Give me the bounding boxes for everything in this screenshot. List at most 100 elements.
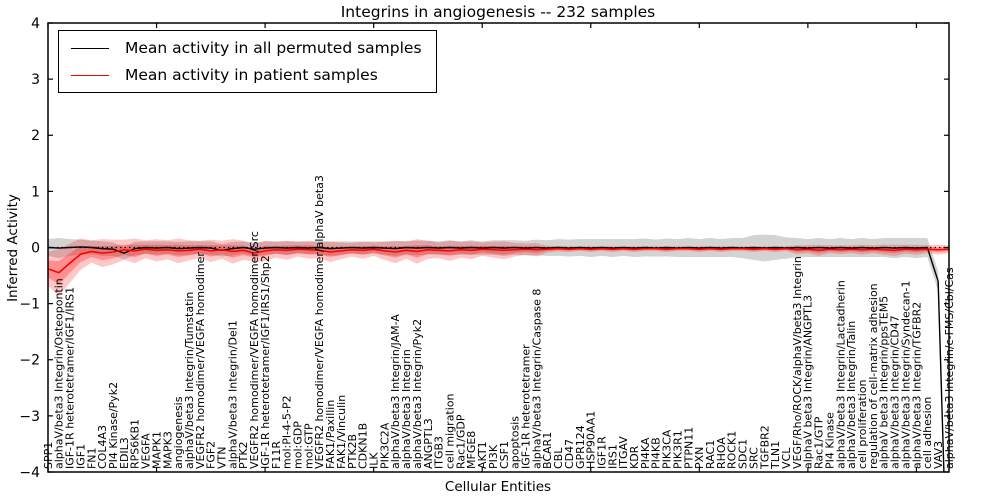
y-tick-label: 3 <box>31 72 40 88</box>
x-tick-label: IGF1R <box>595 436 608 469</box>
x-tick-label: COL4A3 <box>96 425 109 469</box>
patient-mean-line <box>48 247 949 274</box>
x-tick-label: FAK1/Paxillin <box>324 400 337 469</box>
y-tick-label: 2 <box>31 128 40 144</box>
x-tick-label: alphaV beta3 Integrin/ppsTEM5 <box>878 296 891 469</box>
x-tick-label: mol:GDP <box>292 421 305 469</box>
x-tick-label: FN1 <box>85 447 98 469</box>
x-tick-label: regulation of cell-matrix adhesion <box>867 283 880 469</box>
x-tick-label: CD47 <box>563 439 576 469</box>
y-tick-label: −3 <box>19 409 40 425</box>
x-tick-label: PI4 Kinase/Pyk2 <box>107 382 120 469</box>
x-tick-label: alphaV/beta3 Integrin/Del1 <box>226 320 239 469</box>
x-tick-label: cell migration <box>444 393 457 469</box>
y-tick-label: 4 <box>31 16 40 32</box>
x-tick-label: VEGF/Rho/ROCK/alphaV/beta3 Integrin <box>791 256 804 469</box>
y-axis-label: Inferred Activity <box>5 194 21 302</box>
x-tick-label: apoptosis <box>509 416 522 469</box>
x-tick-label: alphaV/beta3 Integrin/Lactadherin <box>834 280 847 469</box>
chart-area <box>48 234 949 472</box>
x-tick-label: ITGAV <box>617 436 630 469</box>
x-tick-label: RHOA <box>715 437 728 469</box>
x-tick-label: MAPK1 <box>150 431 163 469</box>
x-tick-label: VCL <box>780 447 793 469</box>
x-tick-label: Rac1/GDP <box>454 414 467 469</box>
x-tick-label: alphaV/beta3 Integrin/Osteopontin <box>53 278 66 469</box>
x-tick-label: ROCK1 <box>726 431 739 469</box>
x-tick-label: MAPK3 <box>161 431 174 469</box>
y-tick-label: 0 <box>31 240 40 256</box>
legend-entry-permuted: Mean activity in all permuted samples <box>71 39 422 57</box>
x-tick-label: IGF-1R heterotetramer/IGF1/IRS1 <box>64 287 77 469</box>
legend-entry-patient: Mean activity in patient samples <box>71 66 422 84</box>
x-tick-label: alphaV/beta3 Integrin/Caspase 8 <box>530 289 543 469</box>
x-axis-label: Cellular Entities <box>444 479 552 495</box>
x-tick-label: ANGPTL3 <box>422 418 435 469</box>
x-tick-label: SRC <box>747 447 760 469</box>
x-tick-label: mol:PI-4-5-P2 <box>281 395 294 469</box>
x-tick-label: PI4KB <box>650 437 663 469</box>
x-tick-label: CSF1 <box>498 441 511 469</box>
x-tick-label: ITGB3 <box>433 436 446 469</box>
patient-std-band-outer <box>48 238 949 297</box>
x-tick-label: IGF-1R heterotetramer/IGF1/IRS1/Shp2 <box>259 255 272 469</box>
x-tick-label: PIK3CA <box>661 429 674 469</box>
x-tick-label: IRS1 <box>606 444 619 469</box>
x-tick-label: PIK3C2A <box>378 422 391 469</box>
x-tick-label: PTPN11 <box>682 427 695 469</box>
x-tick-label: Rac1/GTP <box>813 416 826 469</box>
x-tick-label: alphaV/beta3 Integrin/Pyk2 <box>411 319 424 469</box>
x-tick-label: FGF2 <box>205 441 218 469</box>
permuted-line-swatch <box>71 47 109 49</box>
x-tick-label: PIK3R1 <box>671 430 684 469</box>
x-tick-label: KDR <box>628 445 641 469</box>
x-tick-label: GPR124 <box>574 425 587 469</box>
x-tick-label: ILK <box>368 452 381 469</box>
x-tick-label: EDIL3 <box>118 437 131 469</box>
x-tick-label: SDC1 <box>737 439 750 469</box>
x-tick-label: VEGFA <box>140 433 153 469</box>
x-tick-label: F11R <box>270 441 283 469</box>
x-tick-label: PXN <box>693 447 706 469</box>
legend-label-patient: Mean activity in patient samples <box>125 66 378 84</box>
y-tick-label: −2 <box>19 353 40 369</box>
x-tick-label: PTK2 <box>237 441 250 469</box>
x-tick-label: mol:GTP <box>302 423 315 469</box>
y-axis-ticks: 4 3 2 1 0 −1 −2 −3 −4 <box>19 16 949 481</box>
x-tick-label: alphaV/beta3 Integrin/Tumstatin <box>183 292 196 469</box>
x-tick-label: cell adhesion <box>921 397 934 469</box>
x-tick-label: cell proliferation <box>856 379 869 469</box>
legend: Mean activity in all permuted samples Me… <box>58 30 437 93</box>
x-tick-label: AKT1 <box>476 441 489 469</box>
x-tick-label: VTN <box>216 447 229 469</box>
x-axis-ticks <box>47 23 918 472</box>
y-tick-label: −1 <box>19 297 40 313</box>
x-tick-label: angiogenesis <box>172 396 185 469</box>
x-tick-label: CDKN1B <box>357 423 370 469</box>
x-tick-label: alphaV/beta3 Integrin/JAM-A <box>389 314 402 469</box>
x-tick-label: PTK2B <box>346 434 359 469</box>
x-tick-label: PI4 Kinase <box>823 412 836 469</box>
x-tick-label: alphaV beta3 Integrin/ANGPTL3 <box>802 295 815 469</box>
x-tick-label: TLN1 <box>769 441 782 470</box>
x-tick-label: FAK1/Vinculin <box>335 395 348 469</box>
x-tick-label: VEGFR2 homodimer/VEGFA homodimer/alphaV … <box>313 175 326 469</box>
x-tick-label: alphaV/beta3 Integrin/CD47 <box>889 315 902 469</box>
y-tick-label: 1 <box>31 184 40 200</box>
legend-label-permuted: Mean activity in all permuted samples <box>125 39 422 57</box>
x-tick-label: alphaV/beta3 Integrin/Talin <box>845 321 858 469</box>
x-tick-label: IGF-1R heterotetramer <box>519 344 532 469</box>
x-tick-label: PI4KA <box>639 437 652 469</box>
x-tick-label: CBL <box>552 447 565 469</box>
x-tick-label: IGF1 <box>74 444 87 469</box>
x-tick-label: RPS6KB1 <box>129 419 142 469</box>
x-tick-label: alphaV/beta3 Integrin/Syndecan-1 <box>899 280 912 469</box>
x-tick-label: TGFBR2 <box>758 425 771 470</box>
x-tick-label: VEGFR2 homodimer/VEGFA homodimer <box>194 252 207 469</box>
patient-line-swatch <box>71 74 109 76</box>
x-tick-label: HSP90AA1 <box>585 411 598 469</box>
x-tick-label: RAC1 <box>704 440 717 469</box>
x-tick-label: MFGE8 <box>465 431 478 469</box>
